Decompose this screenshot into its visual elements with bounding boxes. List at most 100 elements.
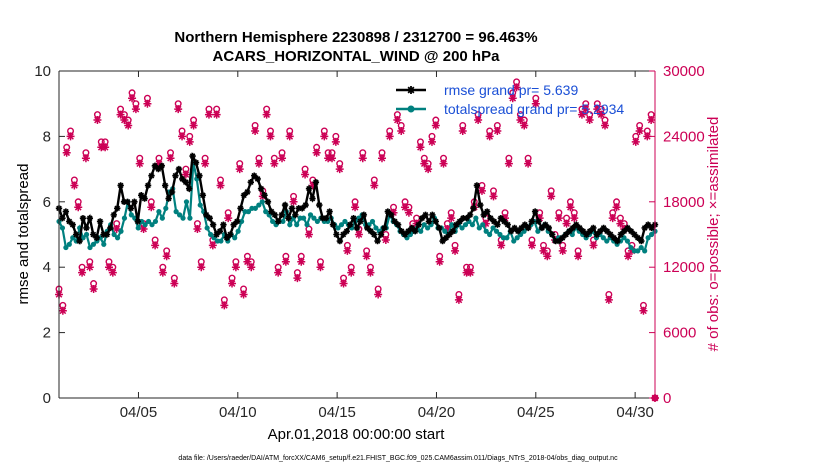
y-right-tick-label: 18000 — [663, 194, 705, 211]
rmse-point — [549, 231, 556, 238]
y-right-tick-label: 30000 — [663, 63, 705, 80]
obs-assimilated-point — [643, 132, 652, 141]
obs-assimilated-point — [320, 132, 329, 141]
rmse-point — [449, 228, 457, 235]
totalspread-point — [493, 228, 500, 234]
x-axis-label: Apr.01,2018 00:00:00 start — [268, 426, 446, 443]
totalspread-point — [121, 215, 128, 221]
rmse-point — [569, 224, 576, 232]
rmse-point — [494, 221, 501, 228]
totalspread-point — [159, 215, 165, 221]
rmse-point — [466, 211, 474, 219]
rmse-point — [237, 205, 244, 212]
rmse-point — [353, 224, 361, 232]
obs-assimilated-point — [631, 137, 640, 146]
rmse-point — [364, 224, 371, 232]
totalspread-point — [462, 222, 469, 228]
obs-assimilated-point — [516, 116, 525, 125]
obs-assimilated-point — [243, 257, 252, 266]
obs-assimilated-point — [347, 268, 356, 277]
obs-assimilated-point — [501, 214, 510, 223]
obs-assimilated-point — [270, 159, 279, 168]
rmse-point — [278, 211, 285, 219]
rmse-point — [72, 231, 80, 238]
obs-assimilated-point — [616, 219, 625, 228]
rmse-point — [216, 228, 224, 235]
obs-assimilated-point — [235, 165, 244, 174]
obs-assimilated-point — [458, 126, 467, 135]
obs-assimilated-point — [108, 268, 117, 277]
obs-assimilated-point — [439, 159, 448, 168]
obs-assimilated-point — [66, 132, 75, 141]
obs-assimilated-point — [181, 170, 190, 179]
rmse-point — [473, 182, 481, 189]
totalspread-point — [628, 244, 634, 251]
y-right-tick-label: 24000 — [663, 128, 705, 145]
rmse-point — [305, 185, 313, 192]
rmse-point — [401, 231, 409, 238]
rmse-point — [614, 237, 621, 245]
obs-assimilated-point — [585, 116, 594, 125]
obs-assimilated-point — [120, 116, 129, 125]
rmse-point — [182, 178, 189, 186]
obs-assimilated-point — [358, 154, 367, 163]
rmse-point — [158, 162, 165, 170]
obs-assimilated-point — [512, 83, 521, 92]
obs-assimilated-point — [189, 121, 198, 130]
obs-assimilated-point — [93, 116, 102, 125]
obs-assimilated-point — [239, 290, 248, 299]
rmse-point — [459, 214, 467, 222]
rmse-point — [480, 211, 487, 219]
x-tick-label: 04/15 — [318, 404, 356, 421]
rmse-point — [412, 228, 419, 235]
rmse-point — [439, 237, 446, 245]
rmse-point — [114, 205, 121, 212]
obs-assimilated-point — [70, 181, 79, 190]
obs-assimilated-point — [612, 203, 621, 212]
obs-assimilated-point — [589, 241, 598, 250]
rmse-point — [542, 221, 549, 228]
legend-marker-rmse-star — [407, 86, 415, 94]
obs-assimilated-point — [339, 279, 348, 288]
obs-assimilated-point — [289, 197, 298, 206]
rmse-point — [336, 237, 344, 245]
obs-assimilated-point — [228, 279, 237, 288]
totalspread-point — [311, 215, 317, 221]
obs-assimilated-point — [451, 246, 460, 255]
totalspread-point — [642, 248, 648, 254]
rmse-point — [535, 218, 542, 225]
totalspread-point — [645, 235, 651, 241]
obs-assimilated-point — [443, 225, 452, 234]
totalspread-point — [418, 228, 424, 234]
totalspread-point — [83, 231, 90, 238]
totalspread-point — [497, 231, 503, 238]
rmse-point — [312, 178, 320, 186]
rmse-point — [367, 228, 374, 235]
totalspread-point — [604, 238, 610, 244]
totalspread-point — [101, 241, 107, 247]
rmse-point — [268, 208, 275, 215]
rmse-point — [497, 214, 505, 222]
obs-assimilated-point — [170, 279, 179, 288]
rmse-point — [593, 231, 600, 238]
obs-assimilated-point — [624, 252, 633, 261]
obs-assimilated-point — [104, 263, 113, 272]
totalspread-point — [232, 235, 238, 241]
legend-label-totalspread: totalspread grand pr= 5.2934 — [444, 101, 624, 117]
rmse-point — [638, 237, 645, 245]
legend-label-rmse: rmse grand pr= 5.639 — [444, 82, 578, 98]
obs-assimilated-point — [304, 230, 313, 239]
obs-assimilated-point — [128, 94, 137, 103]
obs-assimilated-point — [466, 268, 475, 277]
totalspread-point — [301, 215, 307, 221]
rmse-point — [487, 214, 494, 222]
obs-assimilated-point — [139, 225, 148, 234]
obs-assimilated-point — [520, 121, 529, 130]
totalspread-point — [635, 248, 641, 254]
obs-assimilated-point — [158, 268, 167, 277]
totalspread-point — [469, 222, 476, 228]
obs-assimilated-point — [331, 137, 340, 146]
rmse-point — [209, 221, 217, 228]
obs-assimilated-point — [427, 137, 436, 146]
rmse-point — [398, 228, 405, 235]
